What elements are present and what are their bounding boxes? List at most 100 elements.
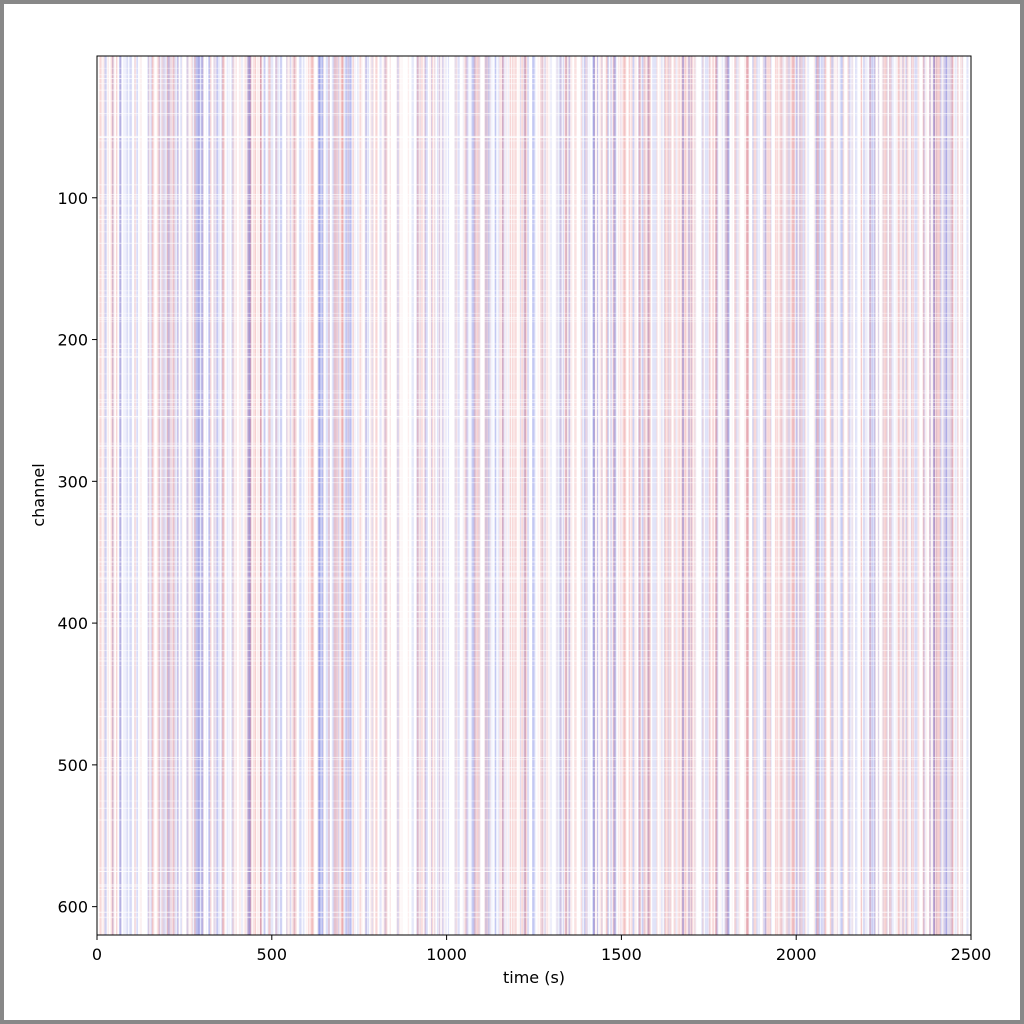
texture-stripe [231, 56, 233, 935]
texture-streak [97, 296, 971, 298]
texture-stripe [731, 56, 733, 935]
texture-stripe [855, 56, 857, 935]
texture-stripe [746, 56, 749, 935]
texture-stripe [829, 56, 832, 935]
texture-stripe [487, 56, 489, 935]
texture-stripe [384, 56, 387, 935]
texture-stripe [419, 56, 422, 935]
texture-stripe [848, 56, 851, 935]
texture-stripe [890, 56, 893, 935]
texture-stripe [813, 56, 815, 935]
texture-stripe [798, 56, 801, 935]
texture-stripe [831, 56, 834, 935]
texture-stripe [277, 56, 279, 935]
texture-stripe [320, 56, 323, 935]
texture-stripe [647, 56, 649, 935]
texture-stripe [592, 56, 594, 935]
texture-stripe [890, 56, 892, 935]
texture-stripe [951, 56, 954, 935]
texture-stripe [638, 56, 641, 935]
texture-stripe [906, 56, 909, 935]
texture-streak [97, 114, 971, 116]
texture-stripe [692, 56, 694, 935]
texture-stripe [755, 56, 758, 935]
texture-streak [97, 401, 971, 403]
texture-streak [97, 515, 971, 517]
texture-stripe [583, 56, 587, 935]
texture-stripe [248, 56, 250, 935]
texture-stripe [565, 56, 568, 935]
texture-stripe [364, 56, 368, 935]
texture-stripe [506, 56, 508, 935]
texture-streak [97, 916, 971, 918]
texture-stripe [484, 56, 487, 935]
texture-stripe [614, 56, 617, 935]
texture-stripe [911, 56, 915, 935]
texture-stripe [524, 56, 527, 935]
texture-stripe [307, 56, 310, 935]
texture-stripe [736, 56, 739, 935]
texture-stripe [629, 56, 632, 935]
texture-stripe [957, 56, 959, 935]
texture-stripe [945, 56, 948, 935]
texture-stripe [801, 56, 804, 935]
texture-stripe [181, 56, 183, 935]
texture-stripe [769, 56, 771, 935]
texture-streak [97, 277, 971, 279]
texture-stripe [198, 56, 201, 935]
texture-stripe [631, 56, 633, 935]
texture-stripe [205, 56, 208, 935]
texture-stripe [783, 56, 785, 935]
texture-stripe [756, 56, 759, 935]
texture-stripe [948, 56, 951, 935]
texture-stripe [568, 56, 571, 935]
texture-stripe [613, 56, 616, 935]
texture-stripe [592, 56, 595, 935]
texture-stripe [933, 56, 936, 935]
texture-stripe [490, 56, 493, 935]
texture-streak [97, 570, 971, 572]
texture-stripe [620, 56, 622, 935]
texture-stripe [632, 56, 635, 935]
texture-stripe [917, 56, 920, 935]
texture-stripe [279, 56, 282, 935]
texture-stripe [259, 56, 262, 935]
texture-stripe [489, 56, 492, 935]
texture-stripe [431, 56, 433, 935]
texture-stripe [537, 56, 540, 935]
texture-stripe [619, 56, 622, 935]
texture-stripe [487, 56, 490, 935]
texture-stripe [913, 56, 916, 935]
texture-stripe [484, 56, 487, 935]
texture-stripe [197, 56, 201, 935]
texture-stripe [436, 56, 438, 935]
texture-stripe [923, 56, 925, 935]
texture-stripe [422, 56, 425, 935]
texture-stripe [176, 56, 179, 935]
texture-stripe [420, 56, 423, 935]
texture-stripe [151, 56, 154, 935]
texture-streak [97, 242, 971, 244]
texture-stripe [249, 56, 252, 935]
texture-stripe [889, 56, 891, 935]
texture-streak [97, 611, 971, 613]
texture-stripe [775, 56, 779, 935]
texture-stripe [892, 56, 894, 935]
texture-stripe [318, 56, 321, 935]
texture-stripe [778, 56, 781, 935]
texture-stripe [604, 56, 608, 935]
texture-stripe [701, 56, 703, 935]
texture-streak [97, 353, 971, 355]
texture-streak [97, 223, 971, 225]
texture-stripe [815, 56, 818, 935]
texture-streak [97, 660, 971, 662]
texture-stripe [883, 56, 886, 935]
texture-stripe [201, 56, 204, 935]
texture-stripe [765, 56, 767, 935]
texture-stripe [310, 56, 313, 935]
texture-stripe [764, 56, 767, 935]
texture-stripe [201, 56, 204, 935]
texture-stripe [119, 56, 122, 935]
texture-stripe [350, 56, 352, 935]
texture-stripe [201, 56, 204, 935]
